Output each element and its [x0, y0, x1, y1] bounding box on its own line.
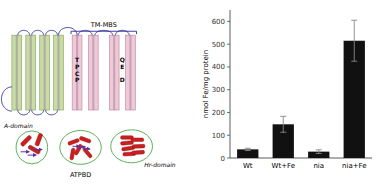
chart-svg: TPCP QE D TM-MBS A-domain ATPBD Hr-domain 0 100… — [0, 0, 378, 187]
helix-cartoon — [132, 150, 145, 154]
error-bar — [316, 150, 322, 154]
helix-stripe — [44, 35, 46, 110]
helix-stripe — [92, 35, 94, 110]
helix-cartoon — [20, 135, 32, 147]
y-axis-label: nmol Fe/mg protein — [202, 50, 210, 118]
loop — [46, 110, 58, 115]
helix-cartoon — [132, 144, 145, 148]
annotation-line: A-domain — [3, 122, 33, 129]
domain-outline — [60, 130, 101, 164]
helix — [40, 35, 50, 110]
helix-cartoon — [131, 138, 144, 142]
y-tick-label: 200 — [212, 109, 225, 117]
helix-cartoon — [35, 133, 43, 146]
y-tick — [227, 112, 230, 113]
bar-chart: 0 100 200 300 400 500 600 nmol Fe/mg protein Wt W… — [202, 10, 372, 170]
annotation: ATPBD — [70, 171, 91, 179]
schematic: TPCP QE D TM-MBS A-domain ATPBD Hr-domain — [1, 21, 175, 180]
helix-stripe — [16, 35, 18, 110]
y-tick — [227, 158, 230, 159]
y-tick-label: 400 — [212, 63, 225, 71]
y-tick-label: 100 — [212, 132, 225, 140]
y-axis — [230, 10, 231, 158]
annotation-line: ATPBD — [70, 171, 91, 179]
chart-root: TPCP QE D TM-MBS A-domain ATPBD Hr-domain 0 100… — [0, 0, 378, 187]
x-tick-label: nia — [313, 162, 324, 170]
y-tick — [227, 89, 230, 90]
beta-strand — [21, 151, 29, 152]
loop — [32, 30, 44, 35]
annotation-line: Hr-domain — [144, 161, 175, 168]
helix-cartoon — [82, 147, 92, 158]
annotation-line: D — [120, 76, 125, 83]
error-bar — [351, 20, 357, 61]
x-tick-label: Wt+Fe — [272, 162, 295, 170]
helix-stripe — [113, 35, 115, 110]
annotation: Hr-domain — [144, 161, 175, 168]
domain-outline — [111, 130, 153, 163]
helix — [88, 35, 98, 110]
y-tick-label: 300 — [212, 86, 225, 94]
beta-strand — [83, 148, 90, 149]
loop — [46, 30, 58, 35]
bracket — [71, 31, 136, 34]
helix-cartoon — [68, 138, 80, 145]
domain-outline — [16, 131, 48, 164]
y-tick-label: 0 — [221, 155, 225, 163]
error-bar — [245, 148, 251, 150]
y-tick-label: 600 — [212, 18, 225, 26]
annotation-line: TM-MBS — [90, 21, 117, 29]
beta-strand — [28, 155, 36, 156]
helix-cartoon — [70, 148, 75, 160]
annotation: A-domain — [3, 122, 33, 129]
marks — [237, 20, 365, 158]
helix-stripe — [30, 35, 32, 110]
annotation-line: P — [75, 76, 80, 83]
annotation: TM-MBS — [90, 21, 117, 29]
helix-stripe — [129, 35, 131, 110]
helix — [72, 35, 82, 110]
error-bar — [280, 116, 286, 132]
beta-strand — [33, 149, 41, 150]
helix-stripe — [57, 35, 59, 110]
loop — [1, 87, 11, 111]
helix-cartoon — [79, 136, 91, 143]
loop — [32, 110, 44, 115]
loop — [18, 30, 30, 35]
helix — [26, 35, 36, 110]
helix — [109, 35, 119, 110]
helix — [54, 35, 64, 110]
y-tick — [227, 66, 230, 67]
annotation: QE D — [120, 56, 125, 84]
annotation: TPCP — [75, 56, 80, 84]
y-tick-label: 500 — [212, 41, 225, 49]
x-tick-label: nia+Fe — [342, 162, 367, 170]
y-tick — [227, 135, 230, 136]
y-tick — [227, 44, 230, 45]
helix — [126, 35, 136, 110]
helix — [12, 35, 22, 110]
y-tick — [227, 21, 230, 22]
loop — [18, 110, 30, 115]
beta-strand — [72, 146, 79, 147]
x-tick-label: Wt — [243, 162, 253, 170]
